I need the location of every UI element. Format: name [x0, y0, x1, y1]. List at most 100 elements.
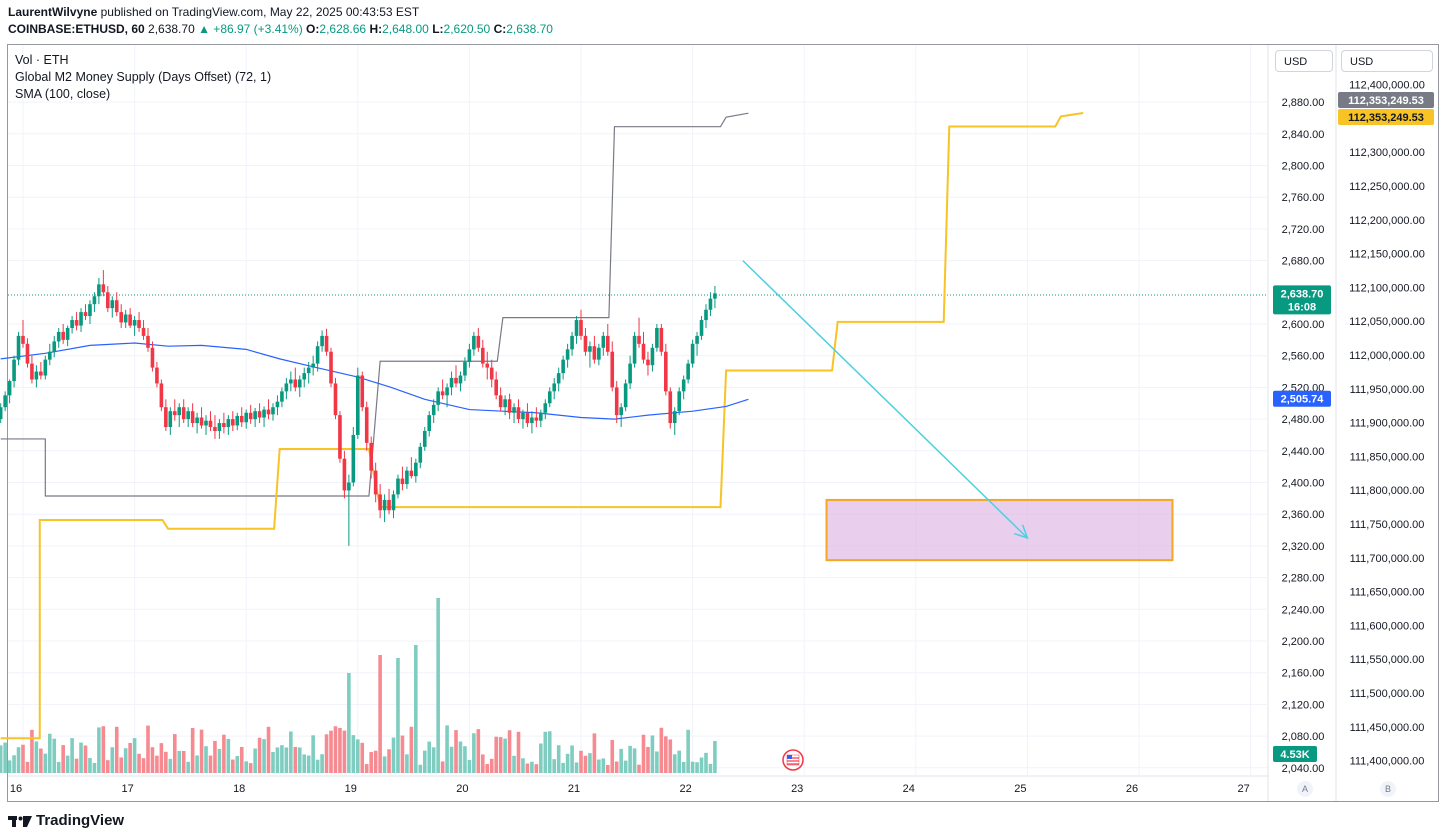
- volume-bar: [472, 733, 476, 773]
- volume-bar: [97, 727, 101, 773]
- candle-body: [552, 383, 557, 392]
- m2-axis[interactable]: 112,400,000.00 112,300,000.00 112,250,000.…: [1349, 80, 1425, 768]
- volume-bar: [498, 737, 503, 773]
- volume-bar: [391, 737, 396, 773]
- auto-scale-button-a[interactable]: A: [1297, 781, 1313, 797]
- volume-bar: [592, 733, 597, 773]
- currency-button-right[interactable]: USD: [1341, 50, 1433, 72]
- candle-body: [516, 407, 521, 420]
- volume-bar: [378, 655, 382, 773]
- candle-body: [480, 347, 485, 364]
- candle-body: [664, 351, 668, 392]
- candle-body: [699, 320, 704, 336]
- time-axis[interactable]: 16 17 18 19 20 21 22 23 24 25 26 27: [10, 783, 1250, 795]
- price-tick-label: 2,480.00: [1282, 414, 1325, 426]
- m2-tick-label: 111,950,000.00: [1350, 384, 1425, 396]
- candle-body: [489, 367, 494, 380]
- candle-body: [637, 335, 641, 344]
- auto-scale-button-b[interactable]: B: [1380, 781, 1396, 797]
- volume-bar: [449, 746, 454, 773]
- candle-body: [539, 412, 543, 421]
- candle-body: [199, 417, 204, 426]
- volume-bar: [320, 754, 324, 773]
- candle-body: [239, 415, 244, 423]
- candle-body: [204, 420, 208, 426]
- volume-bar: [445, 725, 449, 773]
- volume-bar: [369, 752, 373, 773]
- volume-bar: [21, 744, 25, 773]
- candle-body: [181, 407, 186, 420]
- candle-body: [16, 335, 21, 360]
- time-tick-label: 25: [1014, 783, 1026, 795]
- volume-bars: [0, 598, 717, 773]
- candle-body: [690, 343, 695, 364]
- candle-body: [342, 458, 347, 491]
- volume-bar: [150, 747, 155, 773]
- candle-body: [561, 359, 565, 374]
- legend-sma[interactable]: SMA (100, close): [15, 87, 111, 101]
- volume-bar: [373, 750, 378, 773]
- candle-body: [217, 423, 222, 431]
- volume-bar: [619, 748, 623, 773]
- candle-body: [132, 320, 137, 326]
- m2-tick-label: 111,800,000.00: [1350, 485, 1425, 497]
- legend-vol[interactable]: Vol · ETH: [15, 53, 69, 67]
- currency-button-left[interactable]: USD: [1275, 50, 1333, 72]
- candle-body: [400, 478, 405, 485]
- candle-body: [275, 401, 280, 408]
- volume-bar: [177, 750, 182, 773]
- chart-frame: [7, 44, 1439, 802]
- volume-bar: [213, 740, 217, 773]
- volume-bar: [681, 761, 686, 773]
- volume-bar: [351, 735, 356, 773]
- time-tick-label: 16: [10, 783, 22, 795]
- volume-bar: [418, 764, 423, 773]
- author-name[interactable]: LaurentWilvyne: [8, 5, 98, 19]
- volume-bar: [231, 759, 235, 773]
- price-tick-label: 2,440.00: [1282, 446, 1325, 458]
- flag-icon[interactable]: [782, 749, 804, 771]
- volume-bar: [494, 736, 498, 773]
- m2-grey-path: [0, 112, 749, 497]
- time-tick-label: 21: [568, 783, 580, 795]
- volume-bar: [114, 726, 119, 773]
- candle-body: [409, 470, 414, 477]
- candle-body: [52, 341, 57, 352]
- candle-body: [472, 335, 476, 350]
- trend-arrow-line: [742, 260, 1028, 539]
- volume-bar: [467, 759, 472, 773]
- candle-body: [445, 387, 449, 396]
- candle-body: [110, 300, 115, 309]
- price-axis[interactable]: 2,880.00 2,840.00 2,800.00 2,760.00 2,720.00…: [1282, 97, 1325, 775]
- m2-line: [0, 112, 1084, 740]
- volume-badge-text: 4.53K: [1280, 749, 1309, 761]
- volume-bar: [190, 727, 195, 773]
- candle-body: [614, 387, 619, 416]
- candle-body: [106, 292, 110, 309]
- candle-body: [137, 320, 141, 328]
- m2-tick-label: 111,450,000.00: [1350, 722, 1425, 734]
- candle-body: [302, 373, 307, 380]
- candle-body: [172, 411, 177, 416]
- volume-bar: [155, 755, 159, 773]
- candle-body: [244, 412, 248, 423]
- candle-body: [440, 391, 445, 396]
- legend-m2[interactable]: Global M2 Money Supply (Days Offset) (72…: [15, 70, 272, 84]
- volume-bar: [324, 734, 329, 773]
- drawings[interactable]: [742, 260, 1174, 562]
- volume-bar: [52, 738, 57, 773]
- candle-body: [695, 335, 699, 344]
- grid: [8, 45, 1268, 776]
- volume-bar: [226, 738, 231, 773]
- tradingview-logo[interactable]: TradingView: [8, 812, 124, 829]
- candle-body: [686, 363, 690, 380]
- candle-body: [494, 379, 498, 396]
- volume-bar: [480, 754, 485, 773]
- candle-body: [356, 375, 360, 435]
- time-tick-label: 27: [1237, 783, 1249, 795]
- volume-bar: [204, 746, 208, 773]
- candle-body: [65, 327, 70, 340]
- candle-body: [713, 293, 717, 299]
